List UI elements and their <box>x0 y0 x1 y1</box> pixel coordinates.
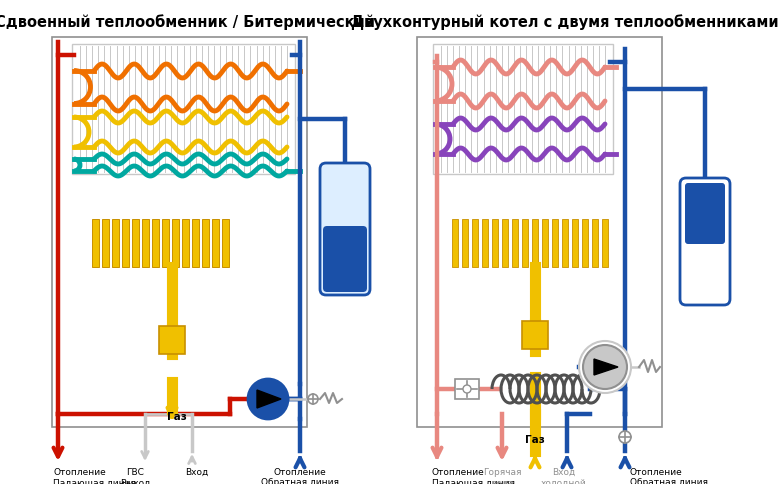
Bar <box>522 220 528 268</box>
Text: Двухконтурный котел с двумя теплообменниками: Двухконтурный котел с двумя теплообменни… <box>351 14 778 30</box>
Text: Сдвоенный теплообменник / Битермический: Сдвоенный теплообменник / Битермический <box>0 14 375 30</box>
Bar <box>572 220 578 268</box>
Bar <box>562 220 568 268</box>
Bar <box>101 220 108 268</box>
Bar <box>522 321 548 349</box>
Polygon shape <box>594 359 618 375</box>
Polygon shape <box>257 390 281 408</box>
Text: Вход: Вход <box>186 467 208 476</box>
Bar <box>172 220 179 268</box>
Bar <box>532 220 538 268</box>
Bar <box>161 220 168 268</box>
Text: Горячая
вода: Горячая вода <box>483 467 521 484</box>
Text: Вход
холодной
воды: Вход холодной воды <box>541 467 587 484</box>
Text: Отопление
Падающая линия: Отопление Падающая линия <box>53 467 136 484</box>
Text: Отопление
Падающая линия: Отопление Падающая линия <box>432 467 515 484</box>
Bar <box>452 220 458 268</box>
Text: Отопление
Обратная линия: Отопление Обратная линия <box>630 467 708 484</box>
Text: ГВС
Выход: ГВС Выход <box>120 467 151 484</box>
Circle shape <box>308 394 318 404</box>
Text: Газ: Газ <box>525 434 545 444</box>
Circle shape <box>619 431 631 443</box>
Circle shape <box>463 385 471 393</box>
FancyBboxPatch shape <box>680 179 730 305</box>
FancyBboxPatch shape <box>320 164 370 295</box>
Bar <box>211 220 218 268</box>
FancyBboxPatch shape <box>323 227 367 292</box>
Bar <box>122 220 129 268</box>
Bar <box>52 38 307 427</box>
Bar <box>482 220 488 268</box>
Bar <box>582 220 588 268</box>
Bar <box>417 38 662 427</box>
Bar <box>462 220 468 268</box>
Text: Газ: Газ <box>167 411 187 421</box>
Bar <box>551 220 558 268</box>
Bar <box>492 220 498 268</box>
Bar <box>151 220 158 268</box>
Bar <box>472 220 478 268</box>
Circle shape <box>248 379 288 419</box>
Polygon shape <box>455 379 479 399</box>
Bar <box>201 220 208 268</box>
Bar <box>192 220 198 268</box>
Bar <box>132 220 139 268</box>
Bar <box>72 45 295 175</box>
Bar <box>502 220 509 268</box>
Text: Отопление
Обратная линия: Отопление Обратная линия <box>261 467 339 484</box>
Bar <box>182 220 189 268</box>
Bar <box>91 220 98 268</box>
Bar <box>542 220 548 268</box>
Bar <box>512 220 518 268</box>
Circle shape <box>579 341 631 393</box>
Bar <box>592 220 598 268</box>
Bar <box>433 45 613 175</box>
Bar <box>141 220 148 268</box>
FancyBboxPatch shape <box>685 183 725 244</box>
Bar <box>112 220 119 268</box>
Circle shape <box>583 345 627 389</box>
Bar <box>222 220 229 268</box>
Bar <box>602 220 608 268</box>
Bar <box>159 326 185 354</box>
